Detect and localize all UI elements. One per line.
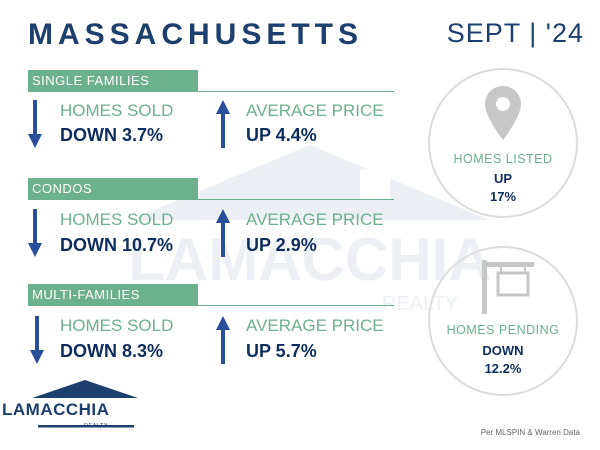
section-band-multi-families: MULTI-FAMILIES [28, 284, 198, 306]
logo-sub: REALTY [84, 423, 108, 429]
report-date: SEPT | '24 [446, 18, 584, 48]
up-arrow-icon [216, 316, 230, 364]
logo-name: LAMACCHIA [2, 400, 110, 419]
homes-sold-label: HOMES SOLD [60, 210, 174, 229]
map-pin-icon [485, 86, 521, 140]
homes-sold-value: DOWN 3.7% [60, 125, 164, 145]
average-price-value: UP 5.7% [246, 341, 317, 361]
average-price-value: UP 2.9% [246, 235, 317, 255]
section-band-condos: CONDOS [28, 178, 198, 200]
down-arrow-icon [28, 209, 42, 257]
page-title: MASSACHUSETTS [28, 18, 364, 51]
section-rule [198, 305, 394, 306]
section-band-single-families: SINGLE FAMILIES [28, 70, 198, 92]
average-price-label: AVERAGE PRICE [246, 210, 384, 229]
homes-sold-value: DOWN 8.3% [60, 341, 164, 361]
company-logo [30, 378, 140, 434]
average-price-label: AVERAGE PRICE [246, 101, 384, 120]
homes-pending-circle [428, 246, 578, 396]
homes-listed-value: 17% [489, 189, 517, 204]
homes-sold-value: DOWN 10.7% [60, 235, 174, 255]
homes-pending-direction: DOWN [482, 343, 524, 358]
data-source-note: Per MLSPIN & Warren Data [480, 428, 580, 437]
down-arrow-icon [30, 316, 44, 364]
average-price-label: AVERAGE PRICE [246, 316, 384, 335]
down-arrow-icon [28, 100, 42, 148]
homes-pending-value: 12.2% [484, 361, 522, 376]
homes-listed-direction: UP [493, 171, 513, 186]
up-arrow-icon [216, 209, 230, 257]
sale-sign-icon [476, 254, 536, 314]
watermark-logo: LAMACCHIA REALTY [110, 140, 510, 320]
section-rule [198, 91, 394, 92]
up-arrow-icon [216, 100, 230, 148]
homes-listed-label: HOMES LISTED [453, 152, 553, 166]
section-rule [198, 199, 394, 200]
homes-listed-circle [428, 68, 578, 218]
homes-pending-label: HOMES PENDING [446, 323, 560, 337]
homes-sold-label: HOMES SOLD [60, 316, 174, 335]
average-price-value: UP 4.4% [246, 125, 317, 145]
homes-sold-label: HOMES SOLD [60, 101, 174, 120]
watermark-text: LAMACCHIA [128, 226, 491, 293]
